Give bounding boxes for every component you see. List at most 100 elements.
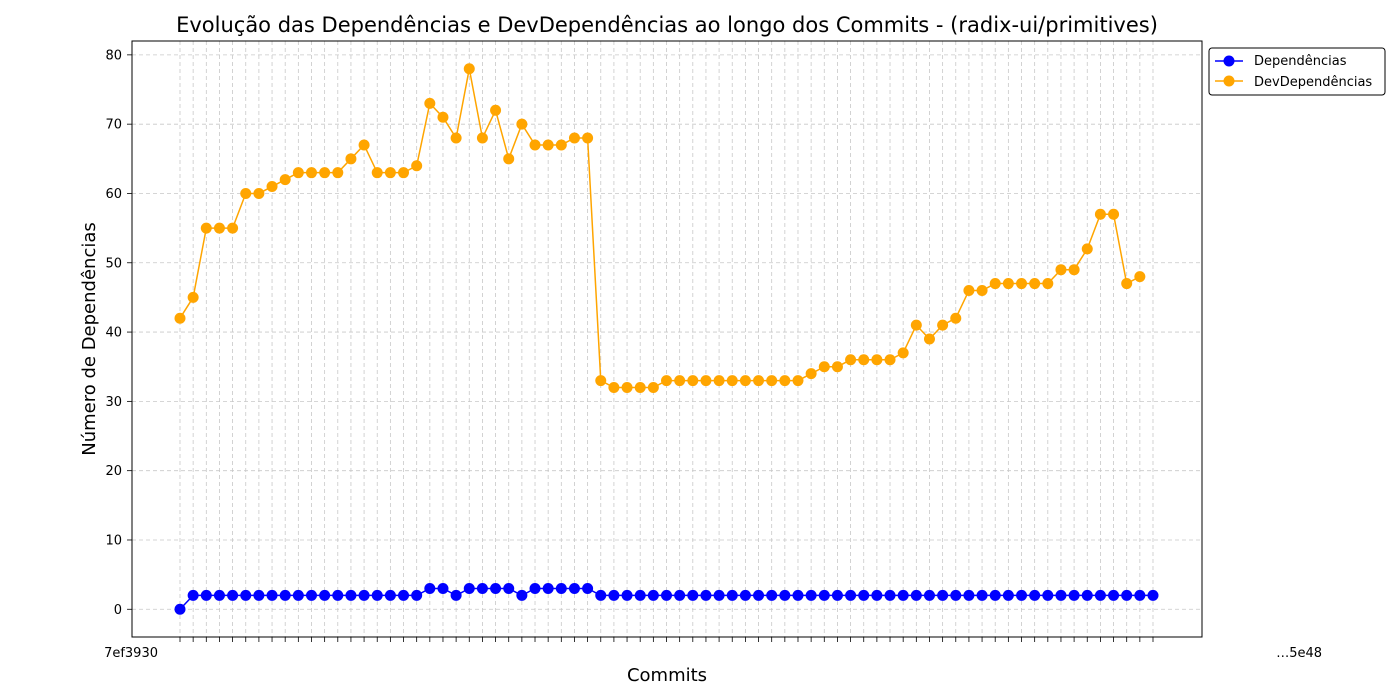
data-point-dep xyxy=(371,589,383,601)
legend-box xyxy=(1208,47,1386,96)
data-point-dep xyxy=(923,589,935,601)
data-point-devdep xyxy=(674,375,686,387)
data-point-dep xyxy=(1121,589,1133,601)
data-point-dep xyxy=(661,589,672,601)
data-point-devdep xyxy=(279,174,291,186)
data-point-dep xyxy=(976,589,988,601)
data-point-devdep xyxy=(529,139,541,151)
data-point-devdep xyxy=(1042,278,1054,290)
data-point-dep xyxy=(213,589,225,601)
y-tick-label: 80 xyxy=(105,48,122,63)
y-tick-label: 10 xyxy=(105,533,122,548)
data-point-devdep xyxy=(831,361,843,373)
data-point-devdep xyxy=(384,167,396,179)
data-point-devdep xyxy=(200,222,212,234)
data-point-dep xyxy=(345,589,357,601)
y-tick-label: 20 xyxy=(105,464,122,479)
data-point-devdep xyxy=(713,375,725,387)
series-line-devdep xyxy=(179,68,1141,389)
data-point-dep xyxy=(437,582,449,594)
data-point-devdep xyxy=(437,111,449,123)
data-point-devdep xyxy=(739,375,751,387)
data-point-dep xyxy=(398,589,410,601)
y-tick-label: 70 xyxy=(105,118,122,133)
chart-title: Evolução das Dependências e DevDependênc… xyxy=(176,13,1158,37)
data-point-devdep xyxy=(595,375,607,387)
y-axis: 0 10 20 30 40 50 60 70 80 xyxy=(105,48,132,618)
data-point-devdep xyxy=(1068,264,1080,276)
y-tick-label: 60 xyxy=(105,187,122,202)
data-point-devdep xyxy=(989,278,1001,290)
data-point-dep xyxy=(647,589,659,601)
data-point-devdep xyxy=(1134,271,1146,283)
data-point-dep xyxy=(1094,589,1106,601)
data-point-devdep xyxy=(897,347,909,359)
data-point-devdep xyxy=(792,375,804,387)
data-point-dep xyxy=(542,582,554,594)
data-point-dep xyxy=(279,589,291,601)
data-point-devdep xyxy=(923,333,935,345)
data-point-dep xyxy=(871,589,883,601)
data-point-dep xyxy=(476,582,488,594)
data-point-dep xyxy=(884,589,896,601)
data-point-devdep xyxy=(726,375,738,387)
data-point-dep xyxy=(753,589,765,601)
data-point-devdep xyxy=(818,361,830,373)
data-point-devdep xyxy=(450,132,462,144)
data-point-dep xyxy=(305,589,317,601)
data-point-devdep xyxy=(1108,208,1120,220)
data-point-dep xyxy=(910,589,922,601)
data-point-dep xyxy=(240,589,252,601)
data-point-devdep xyxy=(305,167,317,179)
data-point-devdep xyxy=(358,139,370,151)
data-point-devdep xyxy=(1121,278,1133,290)
data-point-devdep xyxy=(1002,278,1014,290)
data-point-devdep xyxy=(910,319,922,331)
grid xyxy=(132,41,1202,637)
data-point-devdep xyxy=(805,368,817,380)
data-point-dep xyxy=(950,589,962,601)
data-point-dep xyxy=(411,589,423,601)
y-tick-label: 0 xyxy=(114,603,122,618)
data-point-dep xyxy=(792,589,804,601)
data-point-devdep xyxy=(476,132,488,144)
data-point-dep xyxy=(779,589,791,601)
data-point-devdep xyxy=(937,319,949,331)
data-point-dep xyxy=(253,589,265,601)
data-point-dep xyxy=(805,589,817,601)
data-point-dep xyxy=(1055,589,1067,601)
series-layer xyxy=(174,63,1159,615)
y-tick-label: 50 xyxy=(105,256,122,271)
data-point-devdep xyxy=(950,312,962,324)
data-point-devdep xyxy=(292,167,304,179)
data-point-devdep xyxy=(858,354,870,366)
data-point-dep xyxy=(174,603,186,615)
data-point-devdep xyxy=(345,153,357,165)
data-point-devdep xyxy=(700,375,712,387)
data-point-devdep xyxy=(411,160,423,172)
data-point-devdep xyxy=(371,167,383,179)
data-point-devdep xyxy=(621,382,633,394)
data-point-dep xyxy=(739,589,751,601)
data-point-dep xyxy=(674,589,686,601)
data-point-devdep xyxy=(1081,243,1093,255)
data-point-dep xyxy=(766,589,778,601)
data-point-devdep xyxy=(582,132,594,144)
data-point-dep xyxy=(319,589,331,601)
data-point-dep xyxy=(384,589,396,601)
data-point-devdep xyxy=(398,167,410,179)
data-point-dep xyxy=(989,589,1001,601)
data-point-dep xyxy=(700,589,712,601)
data-point-dep xyxy=(450,589,462,601)
data-point-devdep xyxy=(227,222,239,234)
data-point-devdep xyxy=(319,167,331,179)
data-point-dep xyxy=(1029,589,1041,601)
data-point-devdep xyxy=(1029,278,1041,290)
data-point-devdep xyxy=(174,312,186,324)
data-point-dep xyxy=(1068,589,1080,601)
data-point-dep xyxy=(1016,589,1028,601)
data-point-devdep xyxy=(253,187,265,199)
data-point-devdep xyxy=(647,382,659,394)
legend-label-devdep: DevDependências xyxy=(1254,75,1372,90)
data-point-devdep xyxy=(845,354,857,366)
